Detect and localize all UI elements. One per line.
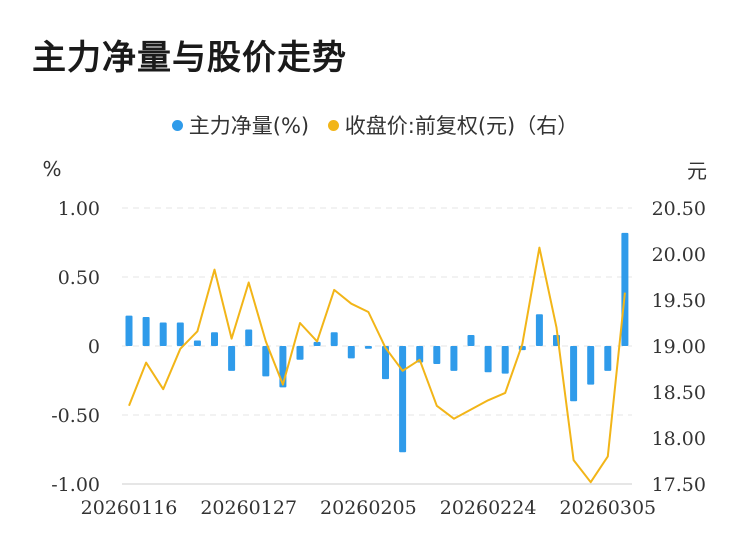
x-tick-label: 20260116 <box>81 497 178 519</box>
legend: 主力净量(%) 收盘价:前复权(元)（右） <box>0 110 750 140</box>
y-right-tick-label: 20.00 <box>652 244 706 266</box>
y-left-tick-label: -0.50 <box>51 405 100 427</box>
legend-label-close-price: 收盘价:前复权(元)（右） <box>344 114 579 138</box>
legend-item-close-price[interactable]: 收盘价:前复权(元)（右） <box>327 110 579 140</box>
bar[interactable] <box>313 341 321 346</box>
bar[interactable] <box>399 346 407 453</box>
grid-lines <box>122 207 632 485</box>
y-right-tick-label: 19.50 <box>652 290 706 312</box>
y-left-unit: % <box>42 157 61 181</box>
bar[interactable] <box>501 346 509 374</box>
y-right-tick-label: 17.50 <box>652 474 706 496</box>
bar[interactable] <box>450 346 458 371</box>
bar[interactable] <box>382 346 389 380</box>
price-line[interactable] <box>128 246 626 484</box>
bar[interactable] <box>467 334 475 346</box>
bar[interactable] <box>330 332 338 346</box>
bar[interactable] <box>604 346 612 371</box>
bar[interactable] <box>296 346 304 360</box>
y-left-tick-label: 1.00 <box>58 198 100 220</box>
y-right-tick-label: 19.00 <box>652 336 706 358</box>
bar[interactable] <box>228 346 236 371</box>
line-series <box>128 246 626 484</box>
y-right-tick-label: 18.50 <box>652 382 706 404</box>
bar[interactable] <box>347 346 355 359</box>
legend-item-net-volume[interactable]: 主力净量(%) <box>171 110 310 140</box>
bar[interactable] <box>176 322 184 346</box>
y-right-unit: 元 <box>687 159 707 183</box>
y-left-tick-label: 0.50 <box>58 267 100 289</box>
chart-title: 主力净量与股价走势 <box>32 38 347 78</box>
legend-dot-net-volume <box>171 119 183 131</box>
bar[interactable] <box>159 322 167 346</box>
bar[interactable] <box>211 332 218 346</box>
axes: 1.00 0.50 0 -0.50 -1.00 20.50 20.00 19.50 19.00 1… <box>42 157 707 519</box>
bar[interactable] <box>484 346 492 373</box>
bar[interactable] <box>433 346 441 364</box>
y-left-tick-label: 0 <box>88 336 100 358</box>
bar[interactable] <box>125 315 133 346</box>
bar-series <box>125 232 629 453</box>
bar[interactable] <box>364 346 372 349</box>
x-tick-label: 20260127 <box>200 497 297 519</box>
bar[interactable] <box>587 346 595 385</box>
bar[interactable] <box>621 232 629 346</box>
bar[interactable] <box>570 346 578 402</box>
x-tick-label: 20260305 <box>559 497 656 519</box>
x-tick-label: 20260224 <box>440 497 537 519</box>
bar[interactable] <box>245 329 253 346</box>
legend-dot-close-price <box>327 119 339 131</box>
bar[interactable] <box>142 317 150 346</box>
y-right-tick-label: 18.00 <box>652 428 706 450</box>
y-left-tick-label: -1.00 <box>51 474 100 496</box>
legend-label-net-volume: 主力净量(%) <box>188 114 310 138</box>
y-right-tick-label: 20.50 <box>652 198 706 220</box>
x-tick-label: 20260205 <box>320 497 417 519</box>
bar[interactable] <box>262 346 270 377</box>
bar[interactable] <box>416 346 424 363</box>
bar[interactable] <box>535 314 543 346</box>
bar[interactable] <box>193 340 201 346</box>
